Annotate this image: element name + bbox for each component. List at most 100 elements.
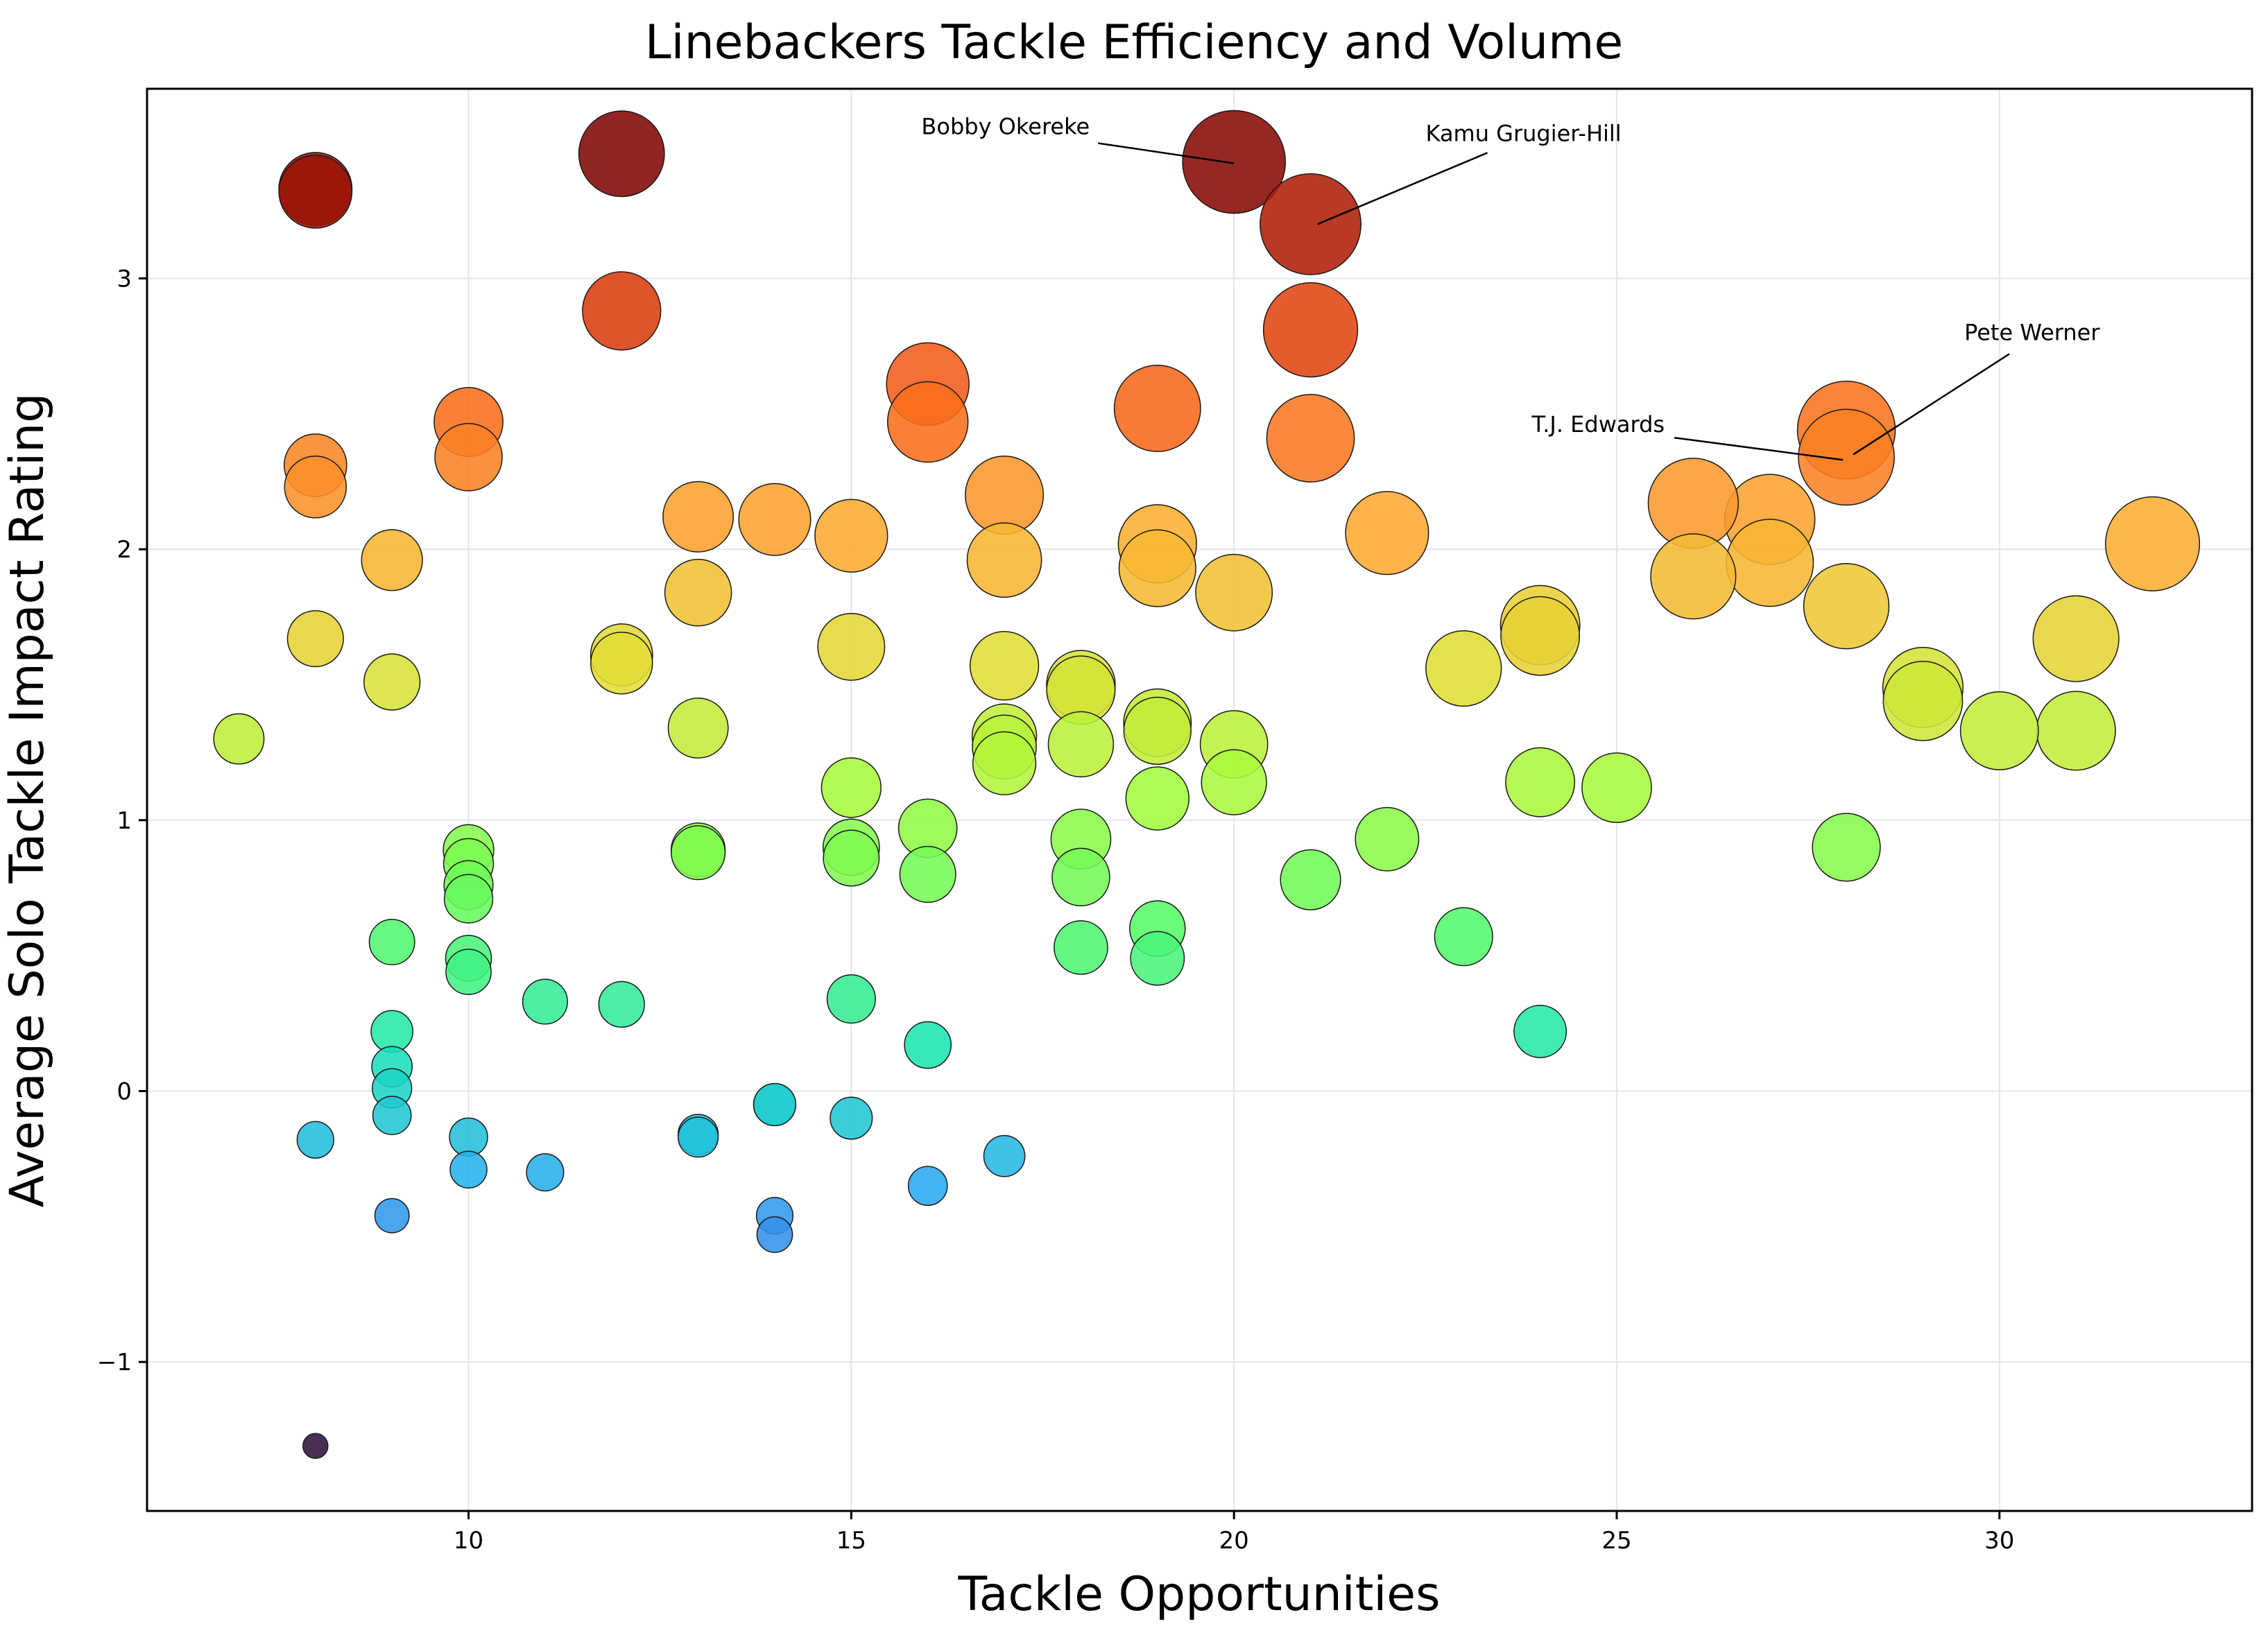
data-point (814, 499, 888, 573)
x-tick-label: 20 (1219, 1527, 1249, 1555)
data-point (1113, 365, 1201, 452)
data-point (1803, 563, 1890, 650)
data-point (678, 1116, 719, 1158)
annotation-label: Pete Werner (1964, 319, 2100, 345)
data-point (904, 1021, 952, 1069)
data-point (662, 481, 734, 553)
data-point (1650, 533, 1737, 620)
y-tick-label: 1 (117, 807, 132, 835)
data-point (969, 630, 1040, 701)
data-point (1125, 766, 1190, 831)
data-point (302, 1433, 329, 1459)
data-point (1262, 282, 1359, 378)
data-point (1425, 630, 1502, 707)
x-tick-label: 10 (454, 1527, 483, 1555)
data-point (2104, 496, 2201, 591)
annotation-label: T.J. Edwards (1531, 411, 1665, 438)
x-tick-label: 25 (1601, 1527, 1631, 1555)
data-point (1280, 849, 1341, 910)
annotation-line (1674, 436, 1844, 461)
data-point (1355, 806, 1420, 872)
annotation-label: Kamu Grugier-Hill (1426, 120, 1622, 146)
data-point (1581, 752, 1652, 823)
data-point (1726, 519, 1814, 607)
data-point (1130, 931, 1185, 986)
x-axis-ticks: 10 15 20 25 30 (454, 1511, 2014, 1555)
data-point (830, 1096, 873, 1140)
data-point (1195, 553, 1273, 632)
data-point (826, 974, 876, 1024)
data-point (363, 653, 421, 711)
data-point (972, 731, 1037, 795)
data-point (664, 558, 732, 627)
data-point (374, 1198, 410, 1234)
data-point (1182, 110, 1287, 214)
data-point (1798, 408, 1895, 506)
data-point (671, 825, 726, 881)
grid-lines (147, 89, 2252, 1511)
annotation-line (1317, 152, 1488, 225)
data-point (2036, 691, 2116, 771)
data-point (1260, 173, 1361, 275)
data-point (368, 919, 415, 966)
data-point (1513, 1005, 1567, 1058)
data-point (756, 1216, 793, 1253)
data-point (445, 949, 492, 995)
data-point (1201, 749, 1267, 815)
data-point (965, 455, 1045, 535)
data-point (443, 874, 494, 924)
data-point (966, 522, 1042, 598)
data-point (1434, 907, 1493, 967)
y-tick-label: 2 (117, 536, 132, 564)
annotations: Bobby Okereke Kamu Grugier-Hill Pete Werne… (921, 113, 2100, 461)
data-point (886, 381, 969, 463)
x-tick-label: 30 (1984, 1527, 2014, 1555)
annotation-label: Bobby Okereke (921, 113, 1090, 139)
data-point (667, 698, 729, 759)
y-axis-label: Average Solo Tackle Impact Rating (0, 393, 55, 1208)
data-point (1812, 813, 1881, 882)
data-point (899, 845, 956, 903)
plot-frame (146, 87, 2253, 1512)
data-point (753, 1082, 797, 1127)
x-tick-label: 15 (836, 1527, 866, 1555)
data-point (907, 1166, 948, 1207)
data-point (817, 612, 886, 681)
data-point (522, 978, 568, 1025)
y-tick-label: −1 (97, 1349, 132, 1376)
annotation-line (1097, 142, 1235, 164)
data-point (434, 423, 503, 492)
data-point (372, 1096, 412, 1135)
data-point (1266, 394, 1355, 483)
data-point (2032, 595, 2120, 682)
data-point (1123, 696, 1192, 766)
y-tick-label: 3 (117, 265, 132, 293)
data-point (598, 980, 645, 1028)
data-point (284, 456, 347, 519)
x-axis-label: Tackle Opportunities (957, 1567, 1440, 1622)
y-axis-ticks: −1 0 1 2 3 (97, 265, 147, 1376)
data-point (1118, 529, 1196, 607)
data-point (213, 713, 265, 765)
data-point (286, 610, 344, 668)
data-point (821, 757, 882, 818)
data-point (738, 483, 811, 556)
y-tick-label: 0 (117, 1078, 132, 1105)
data-point (278, 155, 353, 229)
data-point (823, 829, 880, 887)
data-point (1054, 920, 1108, 975)
data-point (526, 1153, 565, 1192)
data-point (1500, 596, 1581, 676)
data-point (578, 110, 665, 198)
data-point (1959, 691, 2039, 770)
data-point (590, 631, 653, 695)
data-points (213, 110, 2201, 1459)
data-point (1345, 491, 1429, 576)
data-point (1882, 661, 1964, 741)
data-point (1505, 747, 1576, 818)
data-point (449, 1117, 488, 1157)
data-point (296, 1121, 334, 1159)
annotation-line (1853, 353, 2010, 456)
data-point (582, 271, 662, 351)
